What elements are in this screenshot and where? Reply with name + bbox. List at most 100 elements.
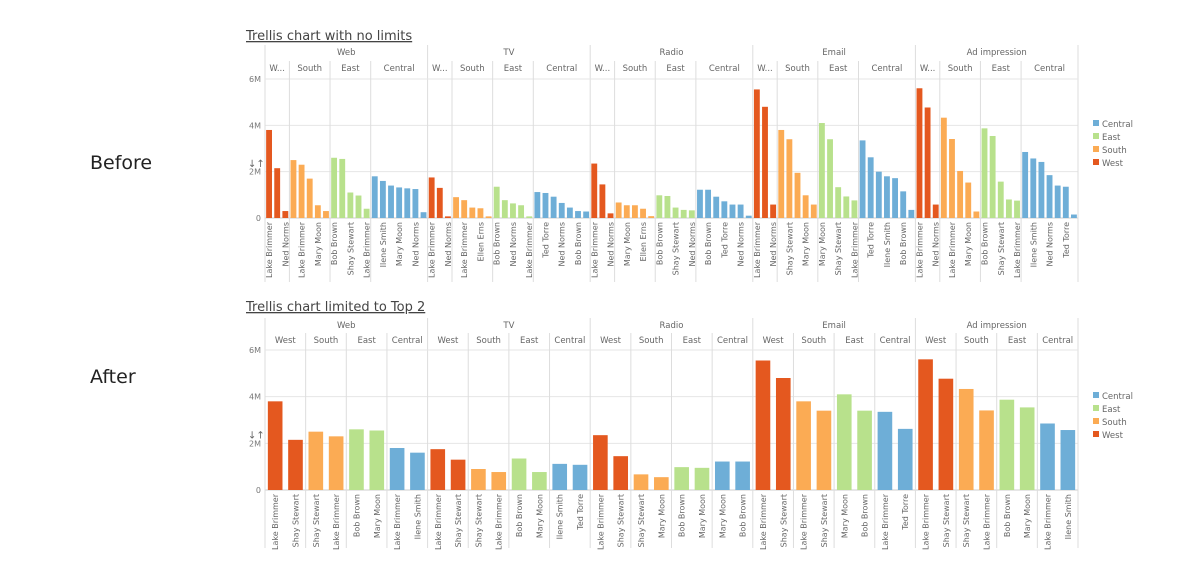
y-tick-label: 4M — [249, 393, 261, 402]
bar — [412, 189, 419, 218]
bar — [493, 186, 500, 218]
bar — [786, 139, 793, 218]
x-tick-label: Shay Stewart — [454, 494, 463, 547]
legend-swatch — [1093, 392, 1099, 398]
before-label: Before — [90, 152, 153, 174]
bar — [938, 378, 954, 490]
x-tick-label: Ilene Smith — [556, 494, 565, 539]
chart-before: Trellis chart with no limits 0 2M 4M 6M ↓↑ Web… — [245, 29, 1133, 282]
bar — [859, 140, 866, 218]
bar — [593, 435, 608, 490]
bar — [388, 185, 394, 218]
bar — [957, 170, 964, 218]
x-tick-label: Mary Moon — [818, 222, 827, 266]
bar — [867, 157, 874, 218]
x-tick-label: Ellen Erns — [639, 222, 648, 261]
bar — [735, 461, 750, 490]
bar — [721, 201, 728, 218]
x-tick-label: Mary Moon — [314, 222, 323, 266]
x-tick-label: Lake Brimmer — [753, 221, 762, 278]
bar — [444, 216, 451, 218]
region-header: South — [964, 336, 989, 346]
x-tick-label: Mary Moon — [623, 222, 632, 266]
bar — [450, 459, 466, 490]
channel-header: TV — [502, 48, 514, 58]
y-tick-label: 6M — [249, 346, 261, 355]
region-header: West — [600, 336, 622, 346]
legend-label: Central — [1102, 392, 1133, 402]
x-tick-label: Bob Brown — [981, 222, 990, 265]
x-tick-label: Lake Brimmer — [332, 493, 341, 550]
bar — [900, 191, 907, 218]
bar — [477, 208, 484, 218]
bar — [816, 410, 832, 490]
bar — [290, 160, 297, 218]
x-tick-label: Mary Moon — [395, 222, 404, 266]
x-tick-label: Mary Moon — [840, 494, 849, 538]
bar — [818, 123, 825, 218]
bar — [534, 192, 541, 218]
channel-header: Radio — [660, 48, 684, 58]
sort-icon: ↓↑ — [248, 430, 265, 441]
region-header: Central — [880, 336, 911, 346]
bar — [410, 452, 425, 490]
region-header: East — [992, 64, 1011, 74]
bar — [1038, 161, 1045, 218]
x-tick-label: Lake Brimmer — [434, 493, 443, 550]
x-tick-label: Mary Moon — [964, 222, 973, 266]
region-header: Central — [392, 336, 423, 346]
bar — [404, 188, 411, 218]
bar — [924, 107, 931, 218]
bar — [1060, 430, 1076, 490]
bar — [532, 472, 547, 490]
region-header: East — [829, 64, 848, 74]
y-tick-label: 2M — [249, 439, 261, 448]
region-header: East — [357, 336, 376, 346]
x-tick-label: Mary Moon — [802, 222, 811, 266]
y-tick-label: 0 — [256, 486, 261, 495]
x-tick-label: Mary Moon — [657, 494, 666, 538]
bar — [1062, 186, 1069, 218]
bar — [892, 178, 899, 218]
bar — [884, 176, 890, 218]
x-tick-label: Ned Norms — [737, 222, 746, 267]
x-tick-label: Ted Torre — [541, 222, 550, 259]
bar — [591, 163, 598, 218]
region-header: South — [785, 64, 810, 74]
region-header: East — [845, 336, 864, 346]
bar — [949, 139, 955, 218]
x-tick-label: Ilene Smith — [379, 222, 388, 267]
chart-after: Trellis chart limited to Top 2 0 2M 4M 6M ↓↑ W… — [245, 300, 1133, 550]
bar — [274, 168, 281, 218]
chart-title: Trellis chart limited to Top 2 — [245, 300, 425, 315]
x-tick-label: Bob Brown — [655, 222, 664, 265]
bar — [328, 436, 344, 490]
bar — [485, 216, 492, 218]
bar — [1022, 151, 1029, 218]
chart-title: Trellis chart with no limits — [245, 29, 412, 44]
legend-label: South — [1102, 146, 1127, 156]
x-tick-label: Bob Brown — [574, 222, 583, 265]
x-tick-label: Lake Brimmer — [363, 221, 372, 278]
region-header: South — [297, 64, 322, 74]
channel-header: Web — [337, 321, 356, 331]
channel-header: Web — [337, 48, 356, 58]
x-tick-label: Ilene Smith — [1029, 222, 1038, 267]
x-tick-label: Shay Stewart — [474, 494, 483, 547]
bar — [607, 213, 614, 218]
bar — [729, 204, 736, 218]
bar — [566, 207, 573, 218]
region-header: Central — [546, 64, 577, 74]
bar — [802, 195, 809, 218]
x-tick-label: Ellen Erns — [476, 222, 485, 261]
bar — [314, 205, 321, 218]
bar — [827, 139, 833, 218]
bar — [835, 187, 842, 218]
x-tick-label: Lake Brimmer — [265, 221, 274, 278]
region-header: South — [948, 64, 973, 74]
bar — [1014, 200, 1020, 218]
y-tick-label: 4M — [249, 121, 261, 130]
region-header: West — [763, 336, 785, 346]
bar — [688, 210, 695, 218]
bar — [999, 399, 1015, 490]
